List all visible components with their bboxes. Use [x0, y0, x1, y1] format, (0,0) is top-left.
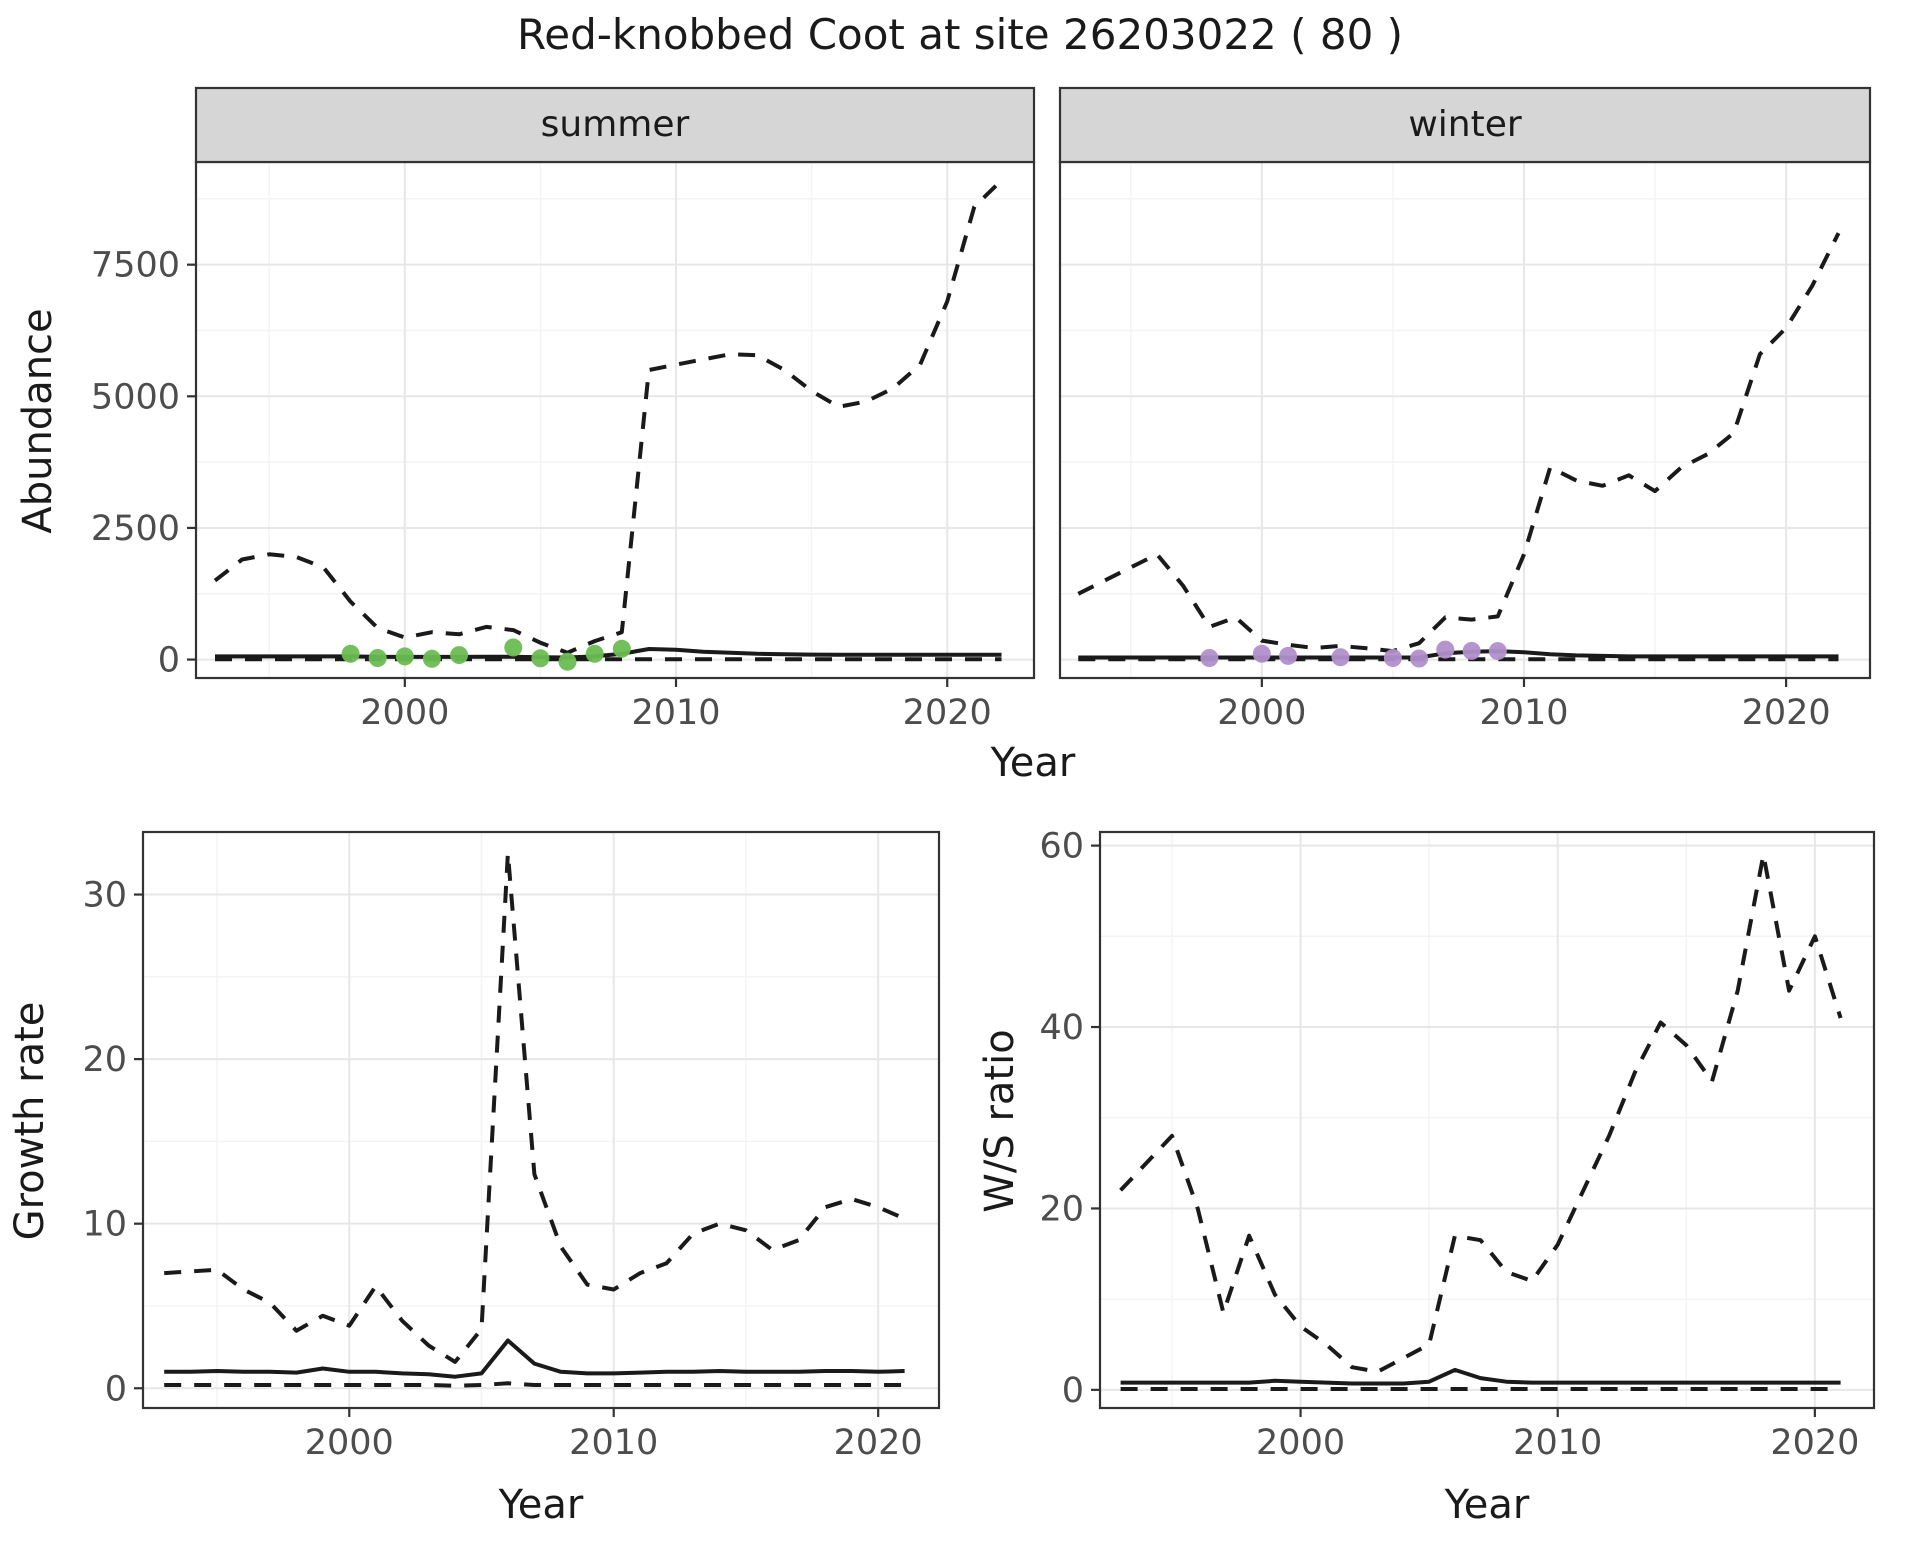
plot-title: Red-knobbed Coot at site 26203022 ( 80 ) — [516, 10, 1404, 59]
year-axis-label-top: Year — [990, 740, 1076, 786]
svg-text:2010: 2010 — [1479, 693, 1568, 732]
svg-text:0: 0 — [158, 641, 180, 681]
svg-text:20: 20 — [1039, 1189, 1084, 1229]
svg-text:2020: 2020 — [1742, 693, 1831, 732]
svg-text:2000: 2000 — [360, 693, 449, 732]
abundance-winter-panel: 2000 2010 2020 winter — [1058, 86, 1872, 732]
abundance-axis-label: Abundance — [15, 308, 61, 534]
svg-text:2000: 2000 — [305, 1423, 394, 1463]
year-axis-label-ws: Year — [1444, 1482, 1530, 1528]
svg-text:0: 0 — [105, 1369, 127, 1409]
svg-text:40: 40 — [1039, 1008, 1084, 1048]
svg-text:2010: 2010 — [631, 693, 720, 732]
abundance-summer-panel: 2000 2010 2020 0 2500 5000 7500 summer — [91, 86, 1036, 732]
year-axis-label-growth: Year — [498, 1482, 584, 1528]
svg-text:7500: 7500 — [91, 246, 180, 286]
growth-rate-panel: 2000 2010 2020 0 10 20 30 — [82, 830, 941, 1463]
svg-text:2020: 2020 — [834, 1423, 923, 1463]
facet-strip-label: summer — [541, 104, 690, 145]
svg-text:30: 30 — [82, 876, 127, 916]
svg-text:2020: 2020 — [1770, 1423, 1859, 1463]
svg-text:5000: 5000 — [91, 377, 180, 417]
svg-text:20: 20 — [82, 1040, 127, 1080]
svg-text:60: 60 — [1039, 827, 1084, 867]
svg-text:2010: 2010 — [1513, 1423, 1602, 1463]
svg-text:2500: 2500 — [91, 509, 180, 549]
svg-text:2000: 2000 — [1217, 693, 1306, 732]
svg-text:10: 10 — [82, 1205, 127, 1245]
ws-ratio-panel: 2000 2010 2020 0 20 40 60 — [1039, 827, 1876, 1463]
facet-strip-label: winter — [1408, 104, 1522, 145]
svg-text:2020: 2020 — [903, 693, 992, 732]
svg-text:0: 0 — [1062, 1371, 1084, 1411]
svg-text:2000: 2000 — [1256, 1423, 1345, 1463]
svg-text:2010: 2010 — [569, 1423, 658, 1463]
